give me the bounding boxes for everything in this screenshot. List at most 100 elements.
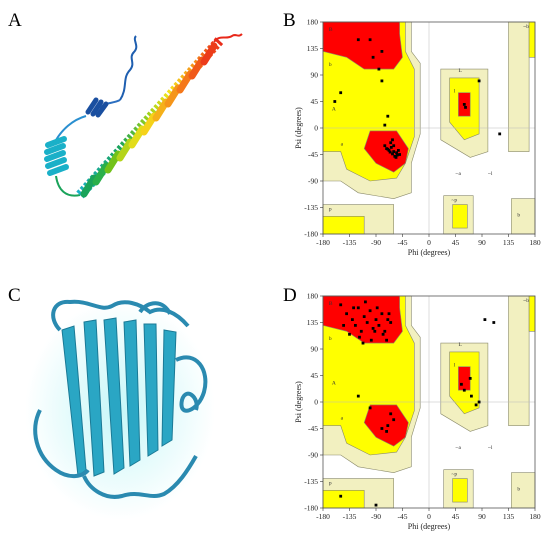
- region-label: a: [341, 142, 344, 148]
- data-point: [395, 153, 399, 157]
- data-point: [377, 324, 381, 327]
- x-tick-label: 45: [452, 512, 460, 521]
- data-point: [380, 79, 384, 83]
- x-tick-label: -45: [398, 238, 408, 247]
- data-point: [383, 123, 387, 127]
- region-label: a: [341, 416, 344, 422]
- x-tick-label: 90: [478, 238, 486, 247]
- data-point: [386, 318, 390, 321]
- data-point: [389, 321, 393, 324]
- y-tick-label: -135: [304, 203, 318, 212]
- data-point: [381, 332, 385, 336]
- region-label: ~a: [456, 171, 462, 177]
- region-label: B: [329, 27, 333, 33]
- data-point: [361, 341, 365, 345]
- data-point: [339, 91, 343, 95]
- region-label: ~p: [451, 198, 457, 204]
- y-tick-label: 0: [314, 124, 318, 133]
- data-point: [389, 412, 393, 416]
- x-tick-label: -180: [316, 512, 330, 521]
- data-point: [359, 329, 363, 333]
- data-point: [368, 406, 372, 410]
- data-point: [333, 100, 337, 103]
- region-label: ~p: [451, 472, 457, 478]
- data-point: [358, 335, 361, 339]
- y-tick-label: -45: [308, 424, 318, 433]
- data-point: [380, 427, 384, 430]
- data-point: [395, 151, 398, 155]
- region-label: ~l: [488, 445, 493, 451]
- y-tick-label: -180: [304, 504, 318, 513]
- data-point: [392, 150, 396, 153]
- y-tick-label: -180: [304, 230, 318, 239]
- region-label: A: [332, 380, 336, 386]
- x-tick-label: -135: [343, 238, 357, 247]
- data-point: [342, 324, 345, 327]
- data-point: [362, 315, 366, 318]
- protein-structure-c: [25, 299, 215, 520]
- region-label: b: [517, 212, 520, 218]
- data-point: [354, 324, 357, 327]
- y-tick-label: 135: [307, 44, 319, 53]
- data-point: [383, 144, 387, 148]
- data-point: [492, 321, 496, 324]
- data-point: [477, 400, 481, 404]
- panel-letter-c: C: [8, 285, 21, 306]
- data-point: [477, 79, 481, 83]
- data-point: [373, 329, 377, 333]
- data-point: [398, 153, 401, 156]
- x-axis-label: Phi (degrees): [408, 522, 451, 531]
- data-point: [383, 329, 387, 333]
- data-point: [474, 403, 478, 407]
- ramachandran-plot-b: Bb Aa Ll ~b ~p ~a ~l p b -180 -135 -90 -45 0 45 90 135 18…: [294, 18, 541, 258]
- data-point: [364, 300, 367, 304]
- data-point: [374, 318, 378, 321]
- x-tick-label: 135: [503, 238, 515, 247]
- data-point: [371, 55, 375, 59]
- data-point: [462, 103, 466, 106]
- y-tick-label: 90: [311, 345, 319, 354]
- data-point: [352, 306, 355, 310]
- data-point: [386, 424, 390, 427]
- region-label: L: [458, 68, 462, 74]
- y-tick-label: -135: [304, 477, 318, 486]
- data-point: [397, 149, 400, 152]
- panel-letter-b: B: [283, 10, 296, 31]
- x-tick-label: 180: [529, 512, 541, 521]
- data-point: [385, 430, 388, 433]
- region-label: p: [329, 206, 332, 212]
- data-point: [351, 318, 354, 321]
- region-label: b: [329, 62, 332, 68]
- data-point: [460, 382, 463, 386]
- y-tick-label: 180: [307, 292, 319, 301]
- x-tick-label: 90: [478, 512, 486, 521]
- data-point: [391, 152, 394, 156]
- data-point: [380, 50, 384, 53]
- y-tick-label: -90: [308, 451, 318, 460]
- data-point: [392, 144, 396, 148]
- data-point: [339, 303, 343, 307]
- data-point: [365, 321, 369, 324]
- region-label: ~a: [456, 445, 462, 451]
- data-point: [483, 318, 487, 321]
- panel-letter-d: D: [283, 285, 297, 306]
- data-point: [345, 312, 348, 316]
- data-point: [356, 306, 360, 310]
- region-label: B: [329, 301, 333, 307]
- y-tick-label: 180: [307, 18, 319, 27]
- region-label: p: [329, 480, 332, 486]
- data-point: [391, 138, 394, 142]
- ramachandran-plot-d: Bb Aa Ll ~b ~p ~a ~l p b -180 -135 -90 -45 0 45 90 135 18…: [294, 292, 541, 532]
- data-point: [389, 141, 393, 145]
- y-axis-label: Psi (degrees): [294, 381, 303, 423]
- data-point: [368, 309, 372, 313]
- y-tick-label: 45: [311, 97, 319, 106]
- data-point: [375, 306, 379, 310]
- region-label: b: [329, 336, 332, 342]
- data-point: [386, 114, 390, 118]
- data-point: [385, 338, 388, 342]
- data-point: [389, 146, 393, 149]
- data-point: [388, 150, 392, 154]
- data-point: [371, 327, 375, 330]
